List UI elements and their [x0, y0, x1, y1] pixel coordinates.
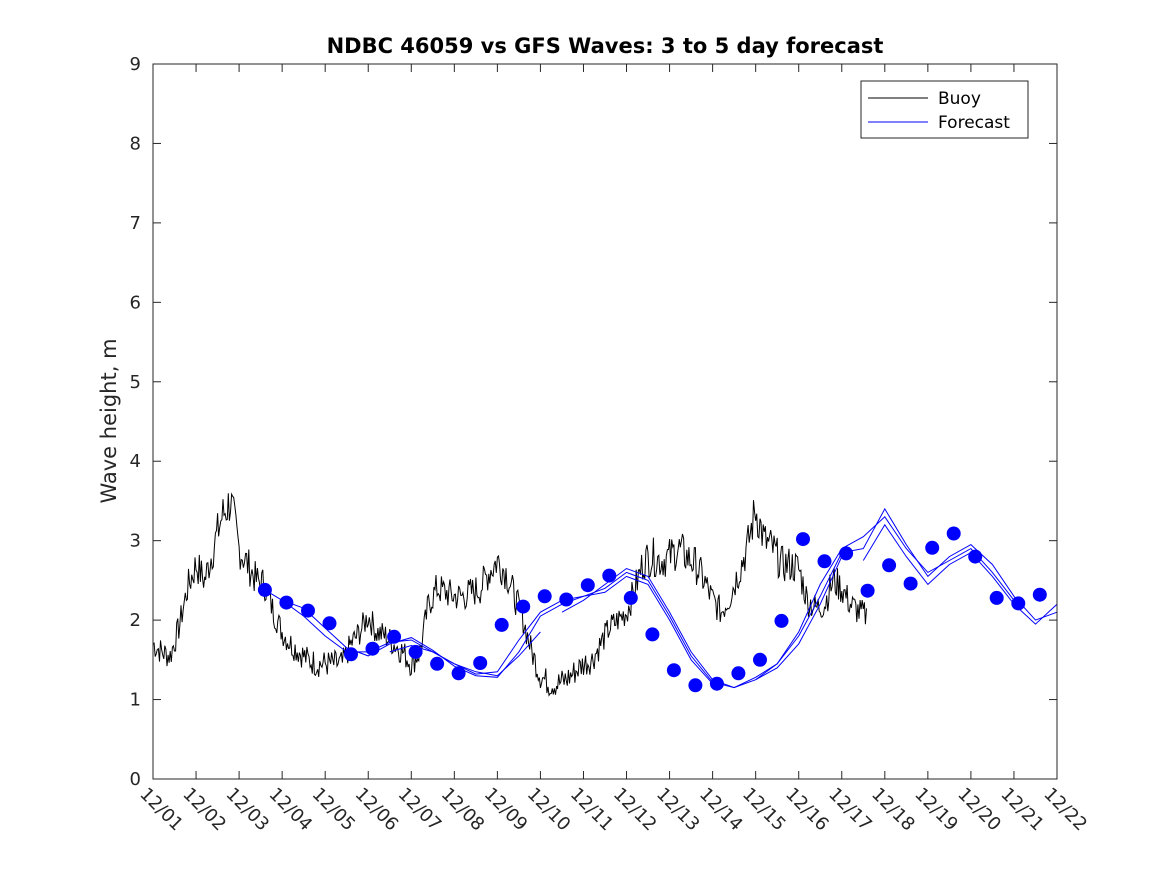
forecast-point: [365, 641, 380, 656]
axes-box: [152, 63, 1058, 780]
y-tick-label: 1: [130, 690, 141, 711]
forecast-point: [279, 595, 294, 610]
forecast-point: [559, 592, 574, 607]
forecast-point: [387, 629, 402, 644]
forecast-point: [989, 590, 1004, 605]
forecast-point: [817, 554, 832, 569]
y-tick-label: 5: [130, 372, 141, 393]
forecast-point: [257, 582, 272, 597]
y-tick-label: 0: [130, 769, 141, 790]
series-layer: [152, 492, 1058, 697]
y-tick-label: 6: [130, 292, 141, 313]
y-axis-ticks: 0 1 2 3 4 5 6 7 8 9: [130, 54, 1057, 790]
forecast-point: [301, 603, 315, 618]
forecast-point: [322, 616, 337, 631]
forecast-run-line-3: [389, 556, 843, 689]
legend-box: [860, 80, 1029, 139]
buoy-series-line: [152, 492, 867, 697]
forecast-point: [344, 647, 358, 662]
forecast-point: [796, 532, 810, 547]
y-tick-label: 2: [130, 610, 141, 631]
forecast-point: [580, 578, 595, 593]
forecast-point: [903, 576, 918, 591]
forecast-point: [860, 583, 875, 598]
legend-buoy-label: Buoy: [938, 89, 981, 109]
forecast-point: [925, 540, 940, 555]
forecast-run-line-6: [862, 523, 1058, 625]
forecast-point: [968, 549, 983, 564]
chart-title: NDBC 46059 vs GFS Waves: 3 to 5 day fore…: [327, 34, 884, 58]
plot-area: [153, 64, 1057, 779]
forecast-point: [666, 663, 681, 678]
forecast-point: [623, 590, 638, 605]
forecast-run-line-5: [755, 507, 1058, 681]
forecast-point: [473, 656, 488, 670]
y-tick-label: 8: [130, 133, 141, 154]
forecast-point: [1011, 596, 1026, 611]
forecast-point: [430, 656, 445, 671]
y-tick-label: 7: [130, 213, 141, 234]
forecast-point: [731, 666, 746, 681]
forecast-point: [946, 526, 961, 541]
forecast-point: [408, 644, 423, 659]
forecast-point: [882, 558, 897, 573]
forecast-point: [839, 546, 854, 561]
forecast-point: [753, 652, 767, 667]
y-axis-label: Wave height, m: [97, 338, 121, 503]
y-tick-label: 4: [130, 451, 141, 472]
forecast-point: [774, 613, 789, 628]
forecast-point: [1032, 587, 1047, 602]
legend: Buoy Forecast: [860, 80, 1029, 139]
forecast-point: [516, 599, 531, 614]
y-tick-label: 3: [130, 531, 141, 552]
forecast-point: [688, 678, 703, 693]
y-tick-label: 9: [130, 54, 141, 75]
forecast-point: [451, 666, 466, 681]
forecast-point: [709, 676, 724, 691]
forecast-point: [494, 617, 509, 632]
forecast-point: [645, 627, 660, 642]
forecast-point: [602, 568, 617, 583]
forecast-point: [537, 589, 552, 604]
legend-forecast-label: Forecast: [938, 113, 1010, 133]
